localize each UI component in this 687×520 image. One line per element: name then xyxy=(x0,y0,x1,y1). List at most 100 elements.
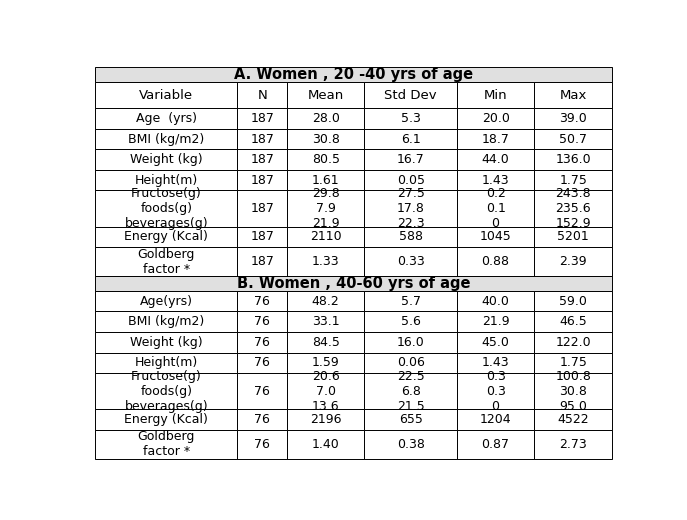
Text: 33.1: 33.1 xyxy=(312,315,339,328)
Text: Age(yrs): Age(yrs) xyxy=(140,295,193,308)
Bar xyxy=(534,332,612,353)
Text: 39.0: 39.0 xyxy=(559,112,587,125)
Bar xyxy=(534,170,612,190)
Bar xyxy=(287,353,364,373)
Bar xyxy=(238,311,287,332)
Bar xyxy=(238,82,287,108)
Bar xyxy=(457,170,534,190)
Bar xyxy=(534,430,612,459)
Text: 6.1: 6.1 xyxy=(401,133,420,146)
Text: 48.2: 48.2 xyxy=(312,295,339,308)
Bar xyxy=(238,332,287,353)
Text: Weight (kg): Weight (kg) xyxy=(130,336,203,349)
Bar xyxy=(238,373,287,409)
Text: 20.0: 20.0 xyxy=(482,112,510,125)
Bar xyxy=(287,149,364,170)
Bar xyxy=(457,430,534,459)
Text: 122.0: 122.0 xyxy=(555,336,591,349)
Text: 20.6
7.0
13.6: 20.6 7.0 13.6 xyxy=(312,370,339,413)
Text: 5.7: 5.7 xyxy=(401,295,420,308)
Text: 0.88: 0.88 xyxy=(482,255,510,268)
Text: 0.05: 0.05 xyxy=(396,174,425,187)
Bar xyxy=(95,247,238,276)
Bar xyxy=(457,311,534,332)
Bar xyxy=(238,247,287,276)
Bar xyxy=(534,311,612,332)
Text: Energy (Kcal): Energy (Kcal) xyxy=(124,230,208,243)
Text: Std Dev: Std Dev xyxy=(384,88,437,101)
Bar xyxy=(238,409,287,430)
Text: 76: 76 xyxy=(254,295,270,308)
Text: 187: 187 xyxy=(250,255,274,268)
Bar xyxy=(457,149,534,170)
Bar xyxy=(457,129,534,149)
Text: 5.6: 5.6 xyxy=(401,315,420,328)
Text: 30.8: 30.8 xyxy=(312,133,339,146)
Text: Fructose(g)
foods(g)
beverages(g): Fructose(g) foods(g) beverages(g) xyxy=(124,187,208,230)
Bar xyxy=(457,247,534,276)
Text: 1045: 1045 xyxy=(480,230,512,243)
Text: 100.8
30.8
95.0: 100.8 30.8 95.0 xyxy=(555,370,591,413)
Bar xyxy=(238,170,287,190)
Text: BMI (kg/m2): BMI (kg/m2) xyxy=(128,315,205,328)
Text: 46.5: 46.5 xyxy=(559,315,587,328)
Bar xyxy=(95,353,238,373)
Text: 5.3: 5.3 xyxy=(401,112,420,125)
Text: 1.43: 1.43 xyxy=(482,174,510,187)
Text: 80.5: 80.5 xyxy=(312,153,339,166)
Bar xyxy=(95,149,238,170)
Bar xyxy=(238,108,287,129)
Bar xyxy=(534,247,612,276)
Text: 40.0: 40.0 xyxy=(482,295,510,308)
Text: Fructose(g)
foods(g)
beverages(g): Fructose(g) foods(g) beverages(g) xyxy=(124,370,208,413)
Text: 28.0: 28.0 xyxy=(312,112,339,125)
Text: 50.7: 50.7 xyxy=(559,133,587,146)
Bar xyxy=(95,409,238,430)
Text: 588: 588 xyxy=(398,230,423,243)
Bar xyxy=(238,129,287,149)
Text: 1.75: 1.75 xyxy=(559,174,587,187)
Text: 27.5
17.8
22.3: 27.5 17.8 22.3 xyxy=(396,187,425,230)
Text: 0.2
0.1
0: 0.2 0.1 0 xyxy=(486,187,506,230)
Text: Variable: Variable xyxy=(139,88,194,101)
Bar xyxy=(364,82,457,108)
Text: 59.0: 59.0 xyxy=(559,295,587,308)
Bar xyxy=(364,149,457,170)
Bar xyxy=(534,291,612,311)
Bar xyxy=(95,67,612,82)
Text: Height(m): Height(m) xyxy=(135,174,198,187)
Text: Goldberg
factor *: Goldberg factor * xyxy=(137,248,195,276)
Text: 187: 187 xyxy=(250,133,274,146)
Bar xyxy=(457,409,534,430)
Bar xyxy=(287,247,364,276)
Text: 76: 76 xyxy=(254,413,270,426)
Bar xyxy=(457,82,534,108)
Bar xyxy=(457,227,534,247)
Text: 45.0: 45.0 xyxy=(482,336,510,349)
Bar xyxy=(95,373,238,409)
Text: 76: 76 xyxy=(254,438,270,451)
Text: Goldberg
factor *: Goldberg factor * xyxy=(137,430,195,458)
Text: 22.5
6.8
21.5: 22.5 6.8 21.5 xyxy=(397,370,425,413)
Text: Mean: Mean xyxy=(308,88,344,101)
Bar xyxy=(95,227,238,247)
Text: 0.06: 0.06 xyxy=(396,356,425,369)
Bar xyxy=(95,291,238,311)
Bar xyxy=(364,291,457,311)
Bar xyxy=(534,108,612,129)
Text: 0.38: 0.38 xyxy=(396,438,425,451)
Bar xyxy=(238,227,287,247)
Bar xyxy=(95,108,238,129)
Bar xyxy=(534,82,612,108)
Text: 187: 187 xyxy=(250,230,274,243)
Text: 187: 187 xyxy=(250,153,274,166)
Text: Min: Min xyxy=(484,88,508,101)
Text: Max: Max xyxy=(559,88,587,101)
Text: 243.8
235.6
152.9: 243.8 235.6 152.9 xyxy=(555,187,591,230)
Bar xyxy=(95,129,238,149)
Bar xyxy=(238,353,287,373)
Text: 1.61: 1.61 xyxy=(312,174,339,187)
Bar xyxy=(534,353,612,373)
Bar xyxy=(364,409,457,430)
Bar xyxy=(457,190,534,227)
